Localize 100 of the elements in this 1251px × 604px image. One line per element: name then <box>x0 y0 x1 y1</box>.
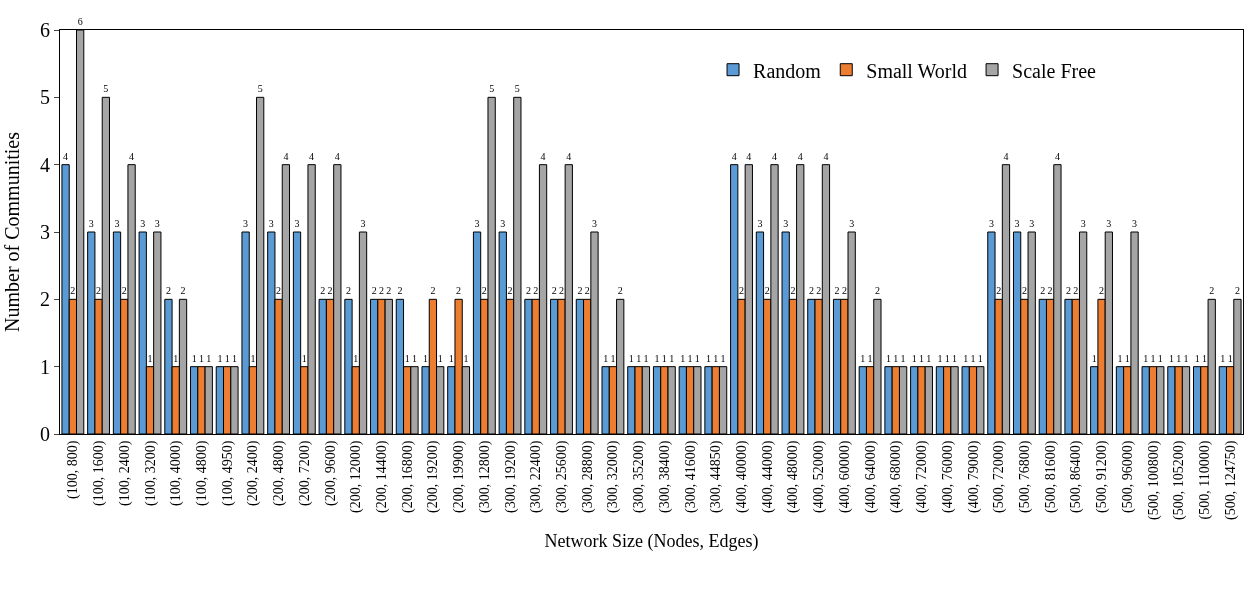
data-label: 2 <box>874 285 880 297</box>
data-label: 2 <box>584 285 590 297</box>
data-label: 3 <box>294 218 300 229</box>
data-label: 2 <box>1066 285 1072 297</box>
data-label: 2 <box>1073 285 1079 297</box>
x-tick-label: (300, 28800) <box>579 440 596 513</box>
data-label: 1 <box>250 352 256 364</box>
data-label: 1 <box>224 352 230 364</box>
x-tick-label: (500, 124750) <box>1222 440 1239 520</box>
data-label: 3 <box>243 218 249 229</box>
x-tick-label: (100, 4800) <box>194 440 210 506</box>
data-label: 3 <box>474 218 480 229</box>
data-label: 1 <box>603 352 609 364</box>
data-label: 4 <box>823 150 829 162</box>
data-label: 1 <box>147 352 153 364</box>
data-label: 2 <box>533 285 539 297</box>
data-label: 1 <box>911 352 917 364</box>
data-label: 1 <box>1157 352 1163 364</box>
data-label: 2 <box>70 285 76 297</box>
data-label: 2 <box>180 285 186 297</box>
x-tick-label: (100, 4000) <box>168 440 185 506</box>
data-label: 1 <box>680 352 686 364</box>
data-label: 2 <box>577 285 583 297</box>
data-label: 2 <box>96 285 102 297</box>
x-tick-label: (200, 4800) <box>271 440 288 506</box>
data-label: 2 <box>617 285 623 297</box>
data-label: 3 <box>1029 218 1035 229</box>
data-label: 6 <box>77 16 83 27</box>
data-label: 1 <box>963 352 969 364</box>
data-label: 2 <box>430 285 436 297</box>
data-label: 2 <box>1047 285 1053 297</box>
data-label: 1 <box>952 352 958 364</box>
x-tick-label: (500, 100800) <box>1145 440 1162 520</box>
x-tick-label: (400, 60000) <box>836 440 853 513</box>
data-label: 2 <box>121 285 127 297</box>
data-label: 4 <box>566 150 572 162</box>
x-axis-title: Network Size (Nodes, Edges) <box>544 531 759 553</box>
data-label: 1 <box>1201 352 1207 364</box>
x-tick-label: (500, 105200) <box>1171 440 1188 520</box>
x-tick-label: (100, 2400) <box>116 440 133 506</box>
data-label: 3 <box>1080 218 1086 229</box>
data-label: 4 <box>334 150 340 162</box>
data-label: 2 <box>1234 285 1240 297</box>
data-label: 2 <box>371 285 377 297</box>
data-label: 1 <box>636 352 642 364</box>
data-label: 3 <box>849 218 855 229</box>
data-label: 2 <box>456 285 462 297</box>
data-label: 1 <box>423 352 429 364</box>
x-tick-label: (400, 68000) <box>888 440 905 513</box>
data-label: 3 <box>500 218 506 229</box>
data-label: 3 <box>988 218 994 229</box>
data-label: 4 <box>129 150 135 162</box>
x-tick-label: (200, 19900) <box>451 440 468 513</box>
data-label: 3 <box>268 218 274 229</box>
x-tick-label: (400, 44000) <box>759 440 776 513</box>
data-label: 1 <box>706 352 712 364</box>
data-label: 2 <box>841 285 847 297</box>
x-tick-label: (500, 76800) <box>1016 440 1033 513</box>
x-tick-label: (200, 19200) <box>425 440 442 513</box>
x-tick-label: (100, 3200) <box>142 440 159 506</box>
data-label: 1 <box>893 352 899 364</box>
data-label: 1 <box>1091 352 1097 364</box>
data-label: 1 <box>1168 352 1174 364</box>
data-label: 2 <box>808 285 814 297</box>
data-label: 4 <box>797 150 803 162</box>
y-tick-label: 2 <box>40 288 50 311</box>
data-label: 2 <box>551 285 557 297</box>
x-tick-label: (300, 41600) <box>682 440 699 513</box>
data-label: 4 <box>283 150 289 162</box>
x-tick-label: (500, 91200) <box>1094 440 1111 513</box>
x-tick-label: (300, 19200) <box>502 440 519 513</box>
data-label: 1 <box>191 352 197 364</box>
data-label: 2 <box>790 285 796 297</box>
data-label: 1 <box>860 352 866 364</box>
legend-label: Random <box>753 59 822 82</box>
x-tick-label: (300, 22400) <box>528 440 545 513</box>
data-label: 3 <box>757 218 763 229</box>
data-label: 1 <box>720 352 726 364</box>
data-label: 2 <box>1099 285 1105 297</box>
data-label: 4 <box>746 150 752 162</box>
data-label: 3 <box>140 218 146 229</box>
y-axis-title: Number of Communities <box>0 131 23 332</box>
data-label: 1 <box>404 352 410 364</box>
data-label: 1 <box>610 352 616 364</box>
data-label: 1 <box>448 352 454 364</box>
data-label: 1 <box>1220 352 1226 364</box>
data-label: 1 <box>669 352 675 364</box>
data-label: 2 <box>996 285 1002 297</box>
data-label: 2 <box>320 285 326 297</box>
y-tick-label: 0 <box>40 423 50 445</box>
x-tick-label: (400, 40000) <box>734 440 751 513</box>
x-tick-label: (100, 800) <box>65 440 82 499</box>
data-label: 1 <box>206 352 212 364</box>
data-label: 1 <box>867 352 873 364</box>
data-label: 3 <box>114 218 120 229</box>
y-tick-label: 3 <box>40 221 50 243</box>
data-label: 1 <box>1194 352 1200 364</box>
data-label: 1 <box>1183 352 1189 364</box>
y-tick-label: 6 <box>40 19 50 41</box>
data-label: 1 <box>944 352 950 364</box>
